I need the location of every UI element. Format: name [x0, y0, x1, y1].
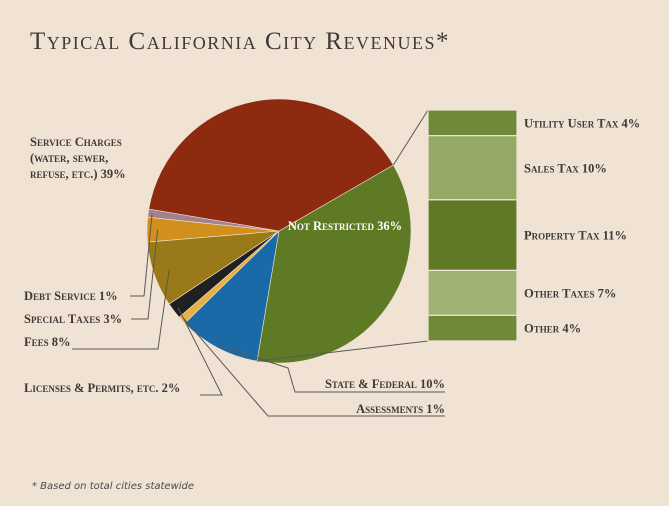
slice-label-assessments: Assessments 1%	[356, 402, 445, 416]
breakdown-label-property-tax: Property Tax 11%	[524, 229, 627, 243]
slice-label-special-taxes: Special Taxes 3%	[24, 312, 122, 326]
pie-slice-service-charges-water-sewer-refuse-etc	[148, 98, 394, 232]
leader-special-taxes	[131, 229, 159, 320]
pie-chart	[146, 98, 412, 364]
leader-state-federal	[218, 345, 445, 393]
connector-top	[392, 109, 429, 166]
slice-label-state-federal: State & Federal 10%	[325, 377, 445, 391]
connector-bottom	[256, 340, 429, 362]
leader-fees	[72, 269, 170, 350]
slice-label-licenses-permits: Licenses & Permits, etc. 2%	[24, 381, 180, 395]
breakdown-segment-property-tax	[427, 199, 518, 272]
footnote: * Based on total cities statewide	[32, 481, 194, 492]
breakdown-connectors	[256, 109, 429, 362]
pie-slice-not-restricted	[256, 164, 412, 364]
leader-licenses-permits	[177, 307, 223, 396]
leader-debt-service	[130, 213, 153, 297]
breakdown-bar: Utility User Tax 4% Sales Tax 10% Property…	[427, 109, 640, 342]
slice-label-not-restricted: Not Restricted 36%	[288, 219, 402, 233]
breakdown-segment-other-taxes	[427, 269, 518, 316]
breakdown-segment-sales-tax	[427, 135, 518, 201]
slice-label-service-charges: Service Charges (water, sewer, refuse, etc…	[30, 135, 126, 181]
breakdown-label-other-taxes: Other Taxes 7%	[524, 286, 616, 300]
breakdown-label-sales-tax: Sales Tax 10%	[524, 161, 607, 175]
chart-title: Typical California City Revenues*	[30, 28, 450, 55]
breakdown-label-other: Other 4%	[524, 322, 581, 336]
breakdown-segment-utility-user-tax	[427, 109, 518, 137]
slice-label-debt-service: Debt Service 1%	[24, 289, 118, 303]
slice-labels: Not Restricted 36% Service Charges (water,…	[24, 135, 445, 417]
breakdown-label-utility-user-tax: Utility User Tax 4%	[524, 116, 640, 130]
slice-label-fees: Fees 8%	[24, 335, 71, 349]
breakdown-segment-other	[427, 314, 518, 342]
pie-slice-state-federal	[184, 230, 280, 362]
leader-assessments	[183, 318, 445, 417]
